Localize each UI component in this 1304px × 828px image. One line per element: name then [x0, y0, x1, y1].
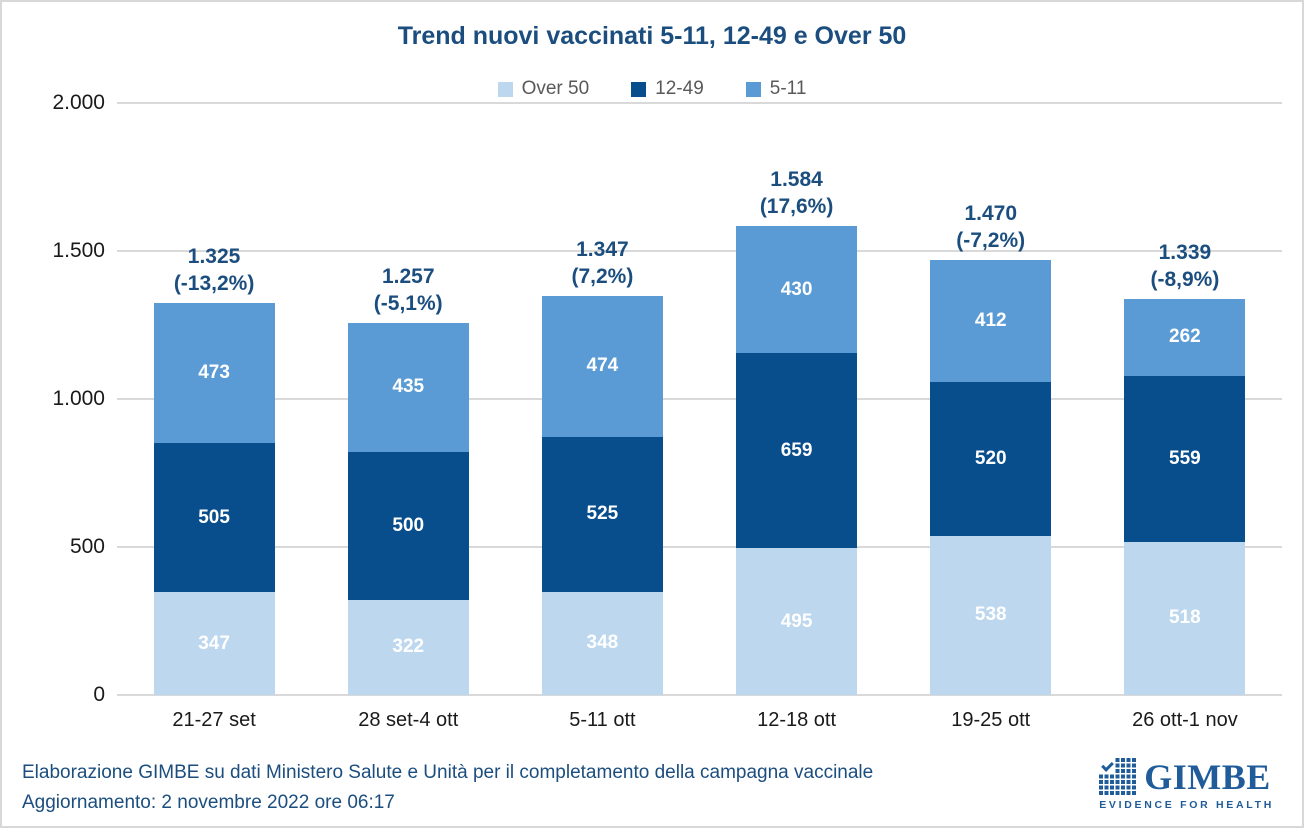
footer-update-line: Aggiornamento: 2 novembre 2022 ore 06:17 [22, 792, 395, 813]
bar-total-percent: (-7,2%) [956, 228, 1026, 252]
segment-value-label: 518 [1169, 607, 1201, 629]
bar-segment: 495 [736, 548, 858, 695]
bar-segment: 473 [153, 302, 275, 443]
x-axis-label: 26 ott-1 nov [1132, 709, 1238, 731]
grid-line [117, 398, 1282, 400]
segment-value-label: 538 [974, 604, 1007, 626]
segment-value-label: 659 [780, 439, 813, 461]
x-axis-label: 19-25 ott [951, 709, 1031, 731]
segment-value-label: 322 [392, 636, 425, 658]
bar-segment: 347 [153, 592, 275, 695]
bar-total-label: 1.257 (-5,1%) [311, 263, 505, 317]
bar-segment: 659 [736, 353, 858, 549]
check-icon [1099, 758, 1116, 774]
segment-value-label: 505 [198, 506, 230, 528]
segment-value-label: 525 [586, 503, 619, 525]
segment-value-label: 262 [1169, 326, 1201, 348]
legend-label-over-50: Over 50 [521, 78, 590, 99]
segment-value-label: 412 [974, 309, 1007, 331]
logo-tagline: EVIDENCE FOR HEALTH [1099, 799, 1274, 811]
segment-value-label: 474 [586, 355, 619, 377]
bar-segment: 348 [541, 591, 663, 695]
legend-swatch-over-50-icon [497, 81, 513, 97]
segment-value-label: 500 [392, 514, 425, 536]
segment-value-label: 473 [198, 361, 230, 383]
bar-segment: 430 [736, 226, 858, 354]
x-axis-label: 28 set-4 ott [358, 709, 459, 731]
grid-line [117, 694, 1282, 696]
gimbe-logo: GIMBE EVIDENCE FOR HEALTH [1099, 758, 1274, 811]
chart-title: Trend nuovi vaccinati 5-11, 12-49 e Over… [397, 22, 907, 50]
bar-total-percent: (-5,1%) [373, 291, 443, 315]
segment-value-label: 430 [780, 278, 813, 300]
bar-total-label: 1.470 (-7,2%) [894, 200, 1088, 254]
y-axis-label: 2.000 [52, 91, 105, 114]
segment-value-label: 495 [780, 610, 813, 632]
legend-item-12-49: 12-49 [631, 78, 704, 100]
bar-segment: 538 [930, 535, 1052, 695]
legend-item-5-11: 5-11 [745, 78, 807, 100]
bar-segment: 474 [541, 296, 663, 437]
segment-value-label: 347 [198, 632, 230, 654]
bar-total-label: 1.325 (-13,2%) [117, 243, 311, 297]
segment-value-label: 559 [1169, 447, 1201, 469]
gimbe-waffle-icon [1099, 758, 1138, 796]
bar-total-value: 1.325 [187, 244, 241, 268]
bar-total-percent: (-13,2%) [173, 271, 255, 295]
bar-segment: 525 [541, 436, 663, 592]
bar-total-label: 1.584 (17,6%) [700, 166, 894, 220]
x-axis-label: 21-27 set [172, 709, 256, 731]
legend-label-5-11: 5-11 [769, 78, 807, 99]
bar-segment: 518 [1124, 541, 1246, 695]
bar-segment: 559 [1124, 376, 1246, 542]
bar-total-value: 1.347 [576, 238, 629, 262]
y-axis-label: 1.000 [52, 387, 105, 410]
bar-segment: 412 [930, 259, 1052, 382]
grid-line [117, 546, 1282, 548]
bar-total-value: 1.470 [964, 201, 1018, 225]
x-axis-label: 5-11 ott [569, 709, 636, 731]
y-axis-label: 1.500 [52, 239, 105, 262]
bar-total-value: 1.584 [770, 168, 823, 192]
footer-source-line: Elaborazione GIMBE su dati Ministero Sal… [22, 762, 874, 783]
segment-value-label: 520 [974, 447, 1007, 469]
bar-total-percent: (7,2%) [571, 265, 634, 289]
bar-total-value: 1.339 [1158, 240, 1212, 264]
bar-total-percent: (17,6%) [759, 195, 834, 219]
bar-segment: 520 [930, 381, 1052, 536]
bar-segment: 500 [347, 451, 469, 600]
legend-label-12-49: 12-49 [655, 78, 704, 99]
footer: Elaborazione GIMBE su dati Ministero Sal… [22, 758, 873, 818]
x-axis-label: 12-18 ott [757, 709, 837, 731]
segment-value-label: 435 [392, 376, 425, 398]
y-axis-label: 500 [69, 535, 105, 558]
bar-total-label: 1.347 (7,2%) [505, 236, 699, 290]
legend-item-over-50: Over 50 [497, 78, 590, 100]
grid-line [117, 250, 1282, 252]
y-axis-label: 0 [93, 683, 105, 706]
bar-total-value: 1.257 [381, 264, 435, 288]
bar-total-percent: (-8,9%) [1150, 267, 1220, 291]
legend-swatch-12-49-icon [631, 81, 647, 97]
legend-swatch-5-11-icon [745, 81, 761, 97]
bar-total-label: 1.339 (-8,9%) [1088, 239, 1282, 293]
bar-segment: 322 [347, 599, 469, 695]
bar-segment: 262 [1124, 298, 1246, 377]
bar-segment: 505 [153, 442, 275, 593]
bar-segment: 435 [347, 322, 469, 452]
segment-value-label: 348 [586, 632, 619, 654]
logo-name: GIMBE [1144, 757, 1271, 797]
grid-line [117, 102, 1282, 104]
legend: Over 50 12-49 5-11 [2, 78, 1302, 100]
